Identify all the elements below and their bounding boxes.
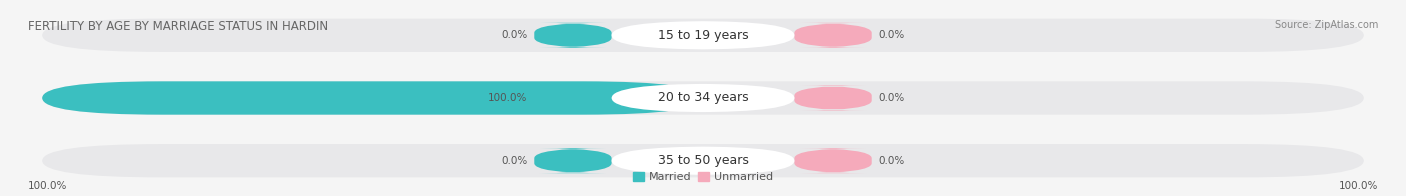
Legend: Married, Unmarried: Married, Unmarried [628,167,778,187]
FancyBboxPatch shape [534,148,612,173]
FancyBboxPatch shape [42,19,1364,52]
Text: 100.0%: 100.0% [28,181,67,191]
FancyBboxPatch shape [612,147,794,175]
Text: 20 to 34 years: 20 to 34 years [658,92,748,104]
FancyBboxPatch shape [794,148,872,173]
FancyBboxPatch shape [534,23,612,48]
Text: 35 to 50 years: 35 to 50 years [658,154,748,167]
Text: Source: ZipAtlas.com: Source: ZipAtlas.com [1274,20,1378,30]
Text: 100.0%: 100.0% [1339,181,1378,191]
Text: 0.0%: 0.0% [879,93,905,103]
FancyBboxPatch shape [534,85,612,111]
Text: FERTILITY BY AGE BY MARRIAGE STATUS IN HARDIN: FERTILITY BY AGE BY MARRIAGE STATUS IN H… [28,20,328,33]
Text: 0.0%: 0.0% [501,30,527,40]
FancyBboxPatch shape [794,23,872,48]
FancyBboxPatch shape [794,85,872,111]
FancyBboxPatch shape [42,81,1364,115]
FancyBboxPatch shape [612,21,794,49]
Text: 0.0%: 0.0% [501,156,527,166]
Text: 15 to 19 years: 15 to 19 years [658,29,748,42]
FancyBboxPatch shape [42,81,703,115]
Text: 100.0%: 100.0% [488,93,527,103]
FancyBboxPatch shape [612,84,794,112]
Text: 0.0%: 0.0% [879,30,905,40]
FancyBboxPatch shape [42,144,1364,177]
Text: 0.0%: 0.0% [879,156,905,166]
